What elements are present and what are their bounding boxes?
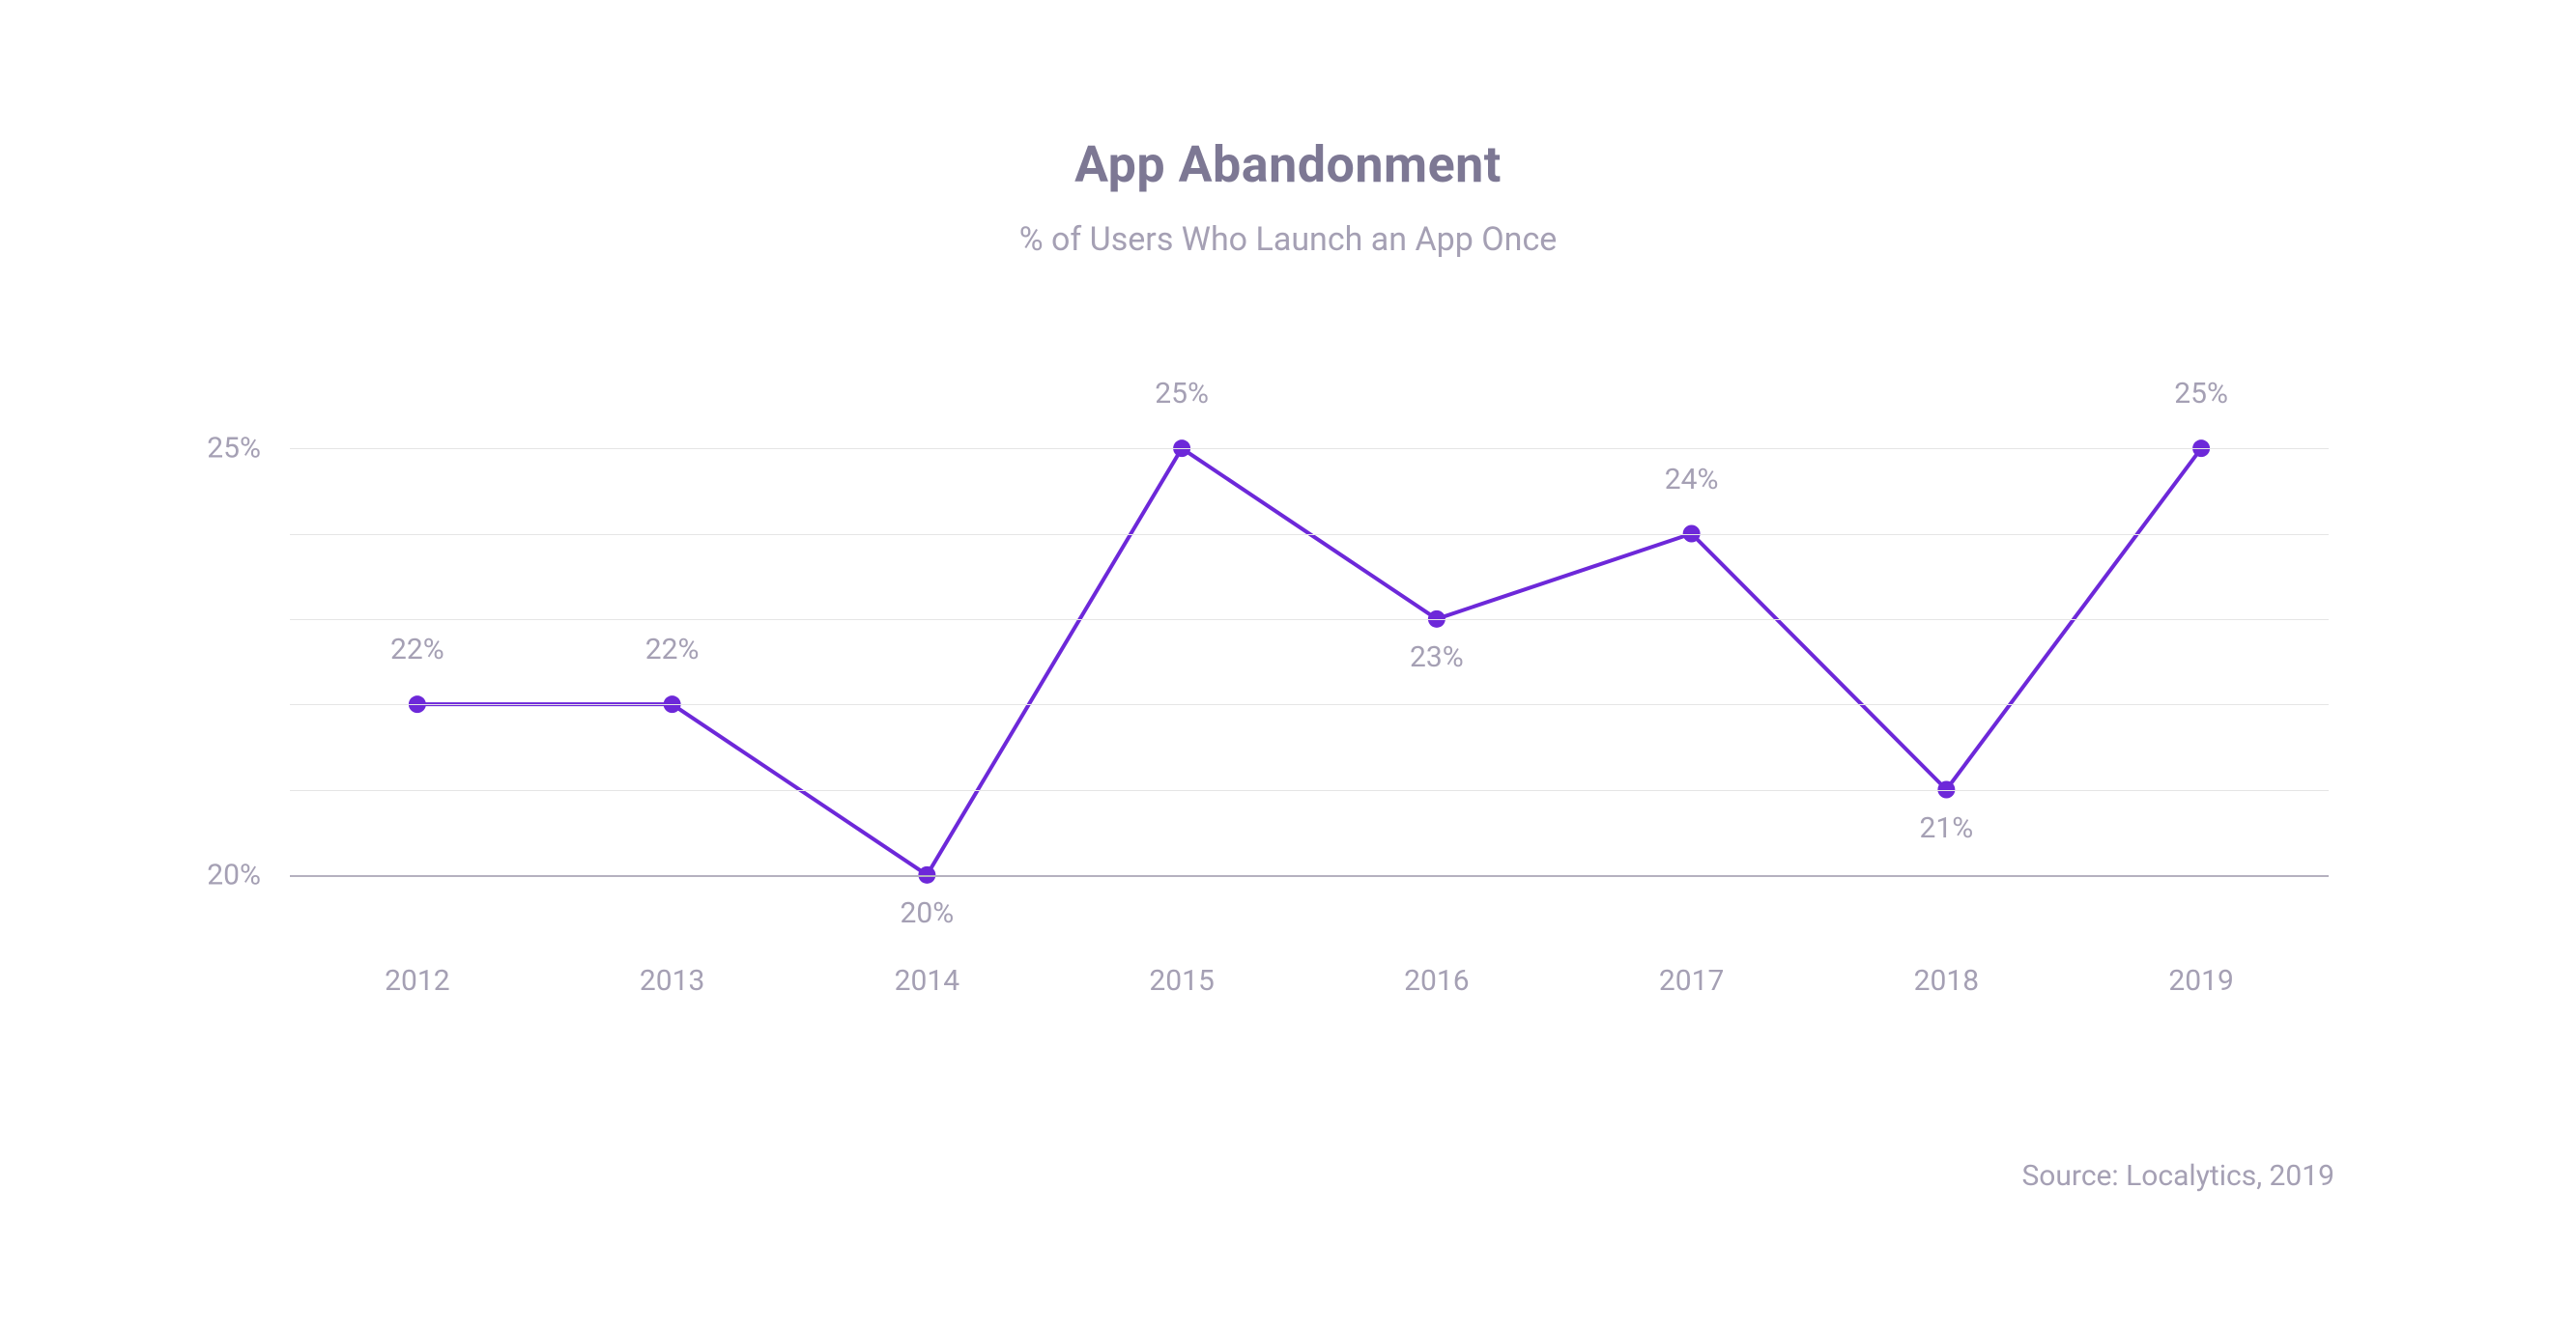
data-label: 25% — [2174, 377, 2228, 411]
x-axis-label: 2018 — [1914, 964, 1979, 998]
x-axis-label: 2013 — [640, 964, 704, 998]
chart-container: App Abandonment % of Users Who Launch an… — [0, 0, 2576, 1331]
gridline — [290, 448, 2329, 449]
x-axis-label: 2017 — [1659, 964, 1724, 998]
x-axis-label: 2012 — [385, 964, 449, 998]
gridline — [290, 534, 2329, 535]
data-label: 20% — [901, 896, 955, 930]
line-chart: 20%25%2012201320142015201620172018201922… — [290, 406, 2329, 918]
data-label: 22% — [645, 633, 700, 666]
data-label: 24% — [1665, 463, 1719, 496]
gridline — [290, 875, 2329, 877]
gridline — [290, 790, 2329, 791]
data-label: 25% — [1155, 377, 1209, 411]
chart-subtitle: % of Users Who Launch an App Once — [0, 220, 2576, 259]
plot-svg — [290, 406, 2329, 918]
chart-title: App Abandonment — [0, 135, 2576, 194]
y-axis-label: 20% — [164, 858, 261, 892]
x-axis-label: 2015 — [1149, 964, 1214, 998]
gridline — [290, 619, 2329, 620]
data-label: 23% — [1410, 640, 1464, 674]
y-axis-label: 25% — [164, 432, 261, 466]
data-label: 22% — [390, 633, 444, 666]
gridline — [290, 704, 2329, 705]
data-label: 21% — [1920, 811, 1974, 845]
x-axis-label: 2019 — [2168, 964, 2233, 998]
x-axis-label: 2014 — [895, 964, 959, 998]
source-attribution: Source: Localytics, 2019 — [2021, 1159, 2334, 1193]
x-axis-label: 2016 — [1404, 964, 1469, 998]
